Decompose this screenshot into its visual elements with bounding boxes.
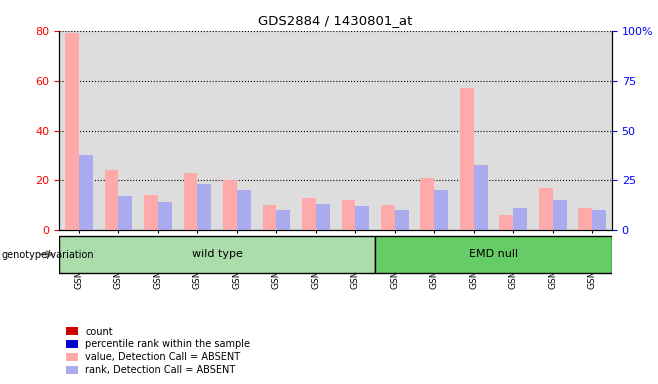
Text: genotype/variation: genotype/variation	[2, 250, 95, 260]
FancyBboxPatch shape	[59, 236, 375, 273]
Bar	[59, 31, 99, 230]
Bar	[79, 154, 93, 230]
Bar	[474, 164, 488, 230]
Bar	[513, 209, 527, 230]
Bar	[223, 180, 237, 230]
Bar	[197, 184, 211, 230]
Bar	[178, 31, 217, 230]
Bar	[276, 210, 290, 230]
Bar	[381, 205, 395, 230]
Title: GDS2884 / 1430801_at: GDS2884 / 1430801_at	[259, 14, 413, 27]
Bar	[296, 31, 336, 230]
Bar	[138, 31, 178, 230]
Bar	[460, 88, 474, 230]
Bar	[533, 31, 572, 230]
Bar	[415, 31, 454, 230]
Bar	[99, 31, 138, 230]
Bar	[257, 31, 296, 230]
Bar	[434, 190, 448, 230]
Bar	[454, 31, 494, 230]
Bar	[118, 197, 132, 230]
Bar	[65, 33, 79, 230]
Bar	[158, 202, 172, 230]
Bar	[499, 215, 513, 230]
Text: wild type: wild type	[191, 249, 243, 260]
Bar	[572, 31, 612, 230]
Bar	[539, 188, 553, 230]
Bar	[395, 210, 409, 230]
Bar	[316, 204, 330, 230]
Legend: count, percentile rank within the sample, value, Detection Call = ABSENT, rank, : count, percentile rank within the sample…	[64, 324, 253, 377]
Bar	[302, 198, 316, 230]
Bar	[494, 31, 533, 230]
Bar	[217, 31, 257, 230]
Bar	[263, 205, 276, 230]
Bar	[184, 173, 197, 230]
FancyBboxPatch shape	[375, 236, 612, 273]
Bar	[342, 200, 355, 230]
Bar	[336, 31, 375, 230]
Bar	[420, 178, 434, 230]
Bar	[105, 170, 118, 230]
Bar	[553, 200, 567, 230]
Bar	[355, 207, 369, 230]
Bar	[592, 210, 606, 230]
Bar	[237, 190, 251, 230]
Bar	[144, 195, 158, 230]
Bar	[578, 208, 592, 230]
Bar	[375, 31, 415, 230]
Text: EMD null: EMD null	[469, 249, 518, 260]
